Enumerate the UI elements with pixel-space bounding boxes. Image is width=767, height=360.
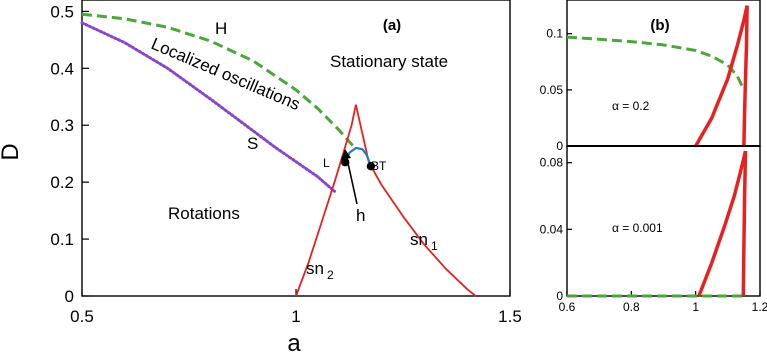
arrow-to-h — [345, 153, 358, 205]
panel-a-frame — [81, 0, 511, 297]
point-BT-label: BT — [371, 159, 387, 173]
x-tick-label: 1 — [692, 300, 699, 314]
panel-a-points — [341, 158, 376, 171]
point-bt — [366, 162, 376, 171]
annotation-rotations: Rotations — [168, 204, 240, 223]
x-tick-label: 0.6 — [559, 300, 576, 314]
sn1-text: sn — [410, 230, 428, 249]
y-tick-label: 0 — [556, 289, 563, 303]
x-tick-label: 0.5 — [70, 307, 94, 326]
x-tick-label: 1.5 — [498, 307, 522, 326]
annotation-sn2: sn 2 — [306, 259, 334, 282]
series-line-s — [80, 21, 336, 193]
alpha-annotation-top: α = 0.2 — [612, 99, 650, 113]
sn2-subscript: 2 — [327, 268, 334, 282]
y-tick-label: 0.08 — [540, 156, 564, 170]
annotation-stationary-state: Stationary state — [330, 52, 448, 71]
x-tick-label: 1.2 — [752, 300, 767, 314]
y-tick-label: 0.04 — [540, 222, 564, 236]
series-line-h — [344, 146, 372, 167]
panel-b-top: 0 0.05 0.1 (b) α = 0.2 — [540, 0, 761, 153]
x-tick-label: 1 — [291, 307, 300, 326]
y-tick-label: 0 — [65, 287, 74, 306]
series-line-h — [81, 12, 358, 151]
panel-b-bottom-frame — [566, 145, 761, 297]
y-tick-label: 0.5 — [50, 2, 74, 21]
y-tick-label: 0.1 — [546, 27, 563, 41]
panel-a: 0 0.1 0.2 0.3 0.4 0.5 0.5 1 1.5 a D (a) H S Loca… — [0, 0, 522, 357]
y-axis-label: D — [0, 143, 24, 160]
annotation-h: h — [356, 206, 365, 225]
point-L-label: L — [323, 156, 330, 170]
sn1-subscript: 1 — [431, 239, 438, 253]
alpha-annotation-bottom: α = 0.001 — [612, 221, 663, 235]
annotation-H: H — [215, 19, 227, 38]
panel-b-top-series — [566, 5, 749, 147]
y-tick-label: 0.3 — [50, 116, 74, 135]
panel-b-label: (b) — [650, 17, 669, 34]
series-line-sn2 — [295, 104, 357, 297]
arrowhead — [341, 149, 351, 160]
panel-b-bottom-ticks: 0 0.04 0.08 0.6 0.8 1 1.2 — [540, 156, 767, 314]
x-axis-label: a — [287, 330, 301, 357]
y-tick-label: 0.2 — [50, 173, 74, 192]
panel-b-top-ticks: 0 0.05 0.1 — [540, 27, 572, 153]
series-line-2-1 — [697, 150, 748, 297]
series-line-1-2 — [742, 5, 749, 147]
panel-b-bottom: 0 0.04 0.08 0.6 0.8 1 1.2 α = 0.001 — [540, 145, 767, 314]
y-tick-label: 0 — [556, 139, 563, 153]
annotation-S: S — [247, 134, 258, 153]
series-line-1-1 — [694, 5, 749, 147]
series-line-1-0 — [566, 35, 746, 91]
y-tick-label: 0.05 — [540, 83, 564, 97]
panel-a-ticks: 0 0.1 0.2 0.3 0.4 0.5 0.5 1 1.5 — [50, 2, 521, 326]
y-tick-label: 0.1 — [50, 230, 74, 249]
annotation-localized-oscillations: Localized oscillations — [148, 34, 302, 114]
y-tick-label: 0.4 — [50, 59, 74, 78]
series-line-sn1 — [355, 104, 477, 297]
x-tick-label: 0.8 — [623, 300, 640, 314]
sn2-text: sn — [306, 259, 324, 278]
panel-a-series — [80, 12, 477, 297]
annotation-sn1: sn 1 — [410, 230, 438, 253]
panel-b-bottom-series — [567, 150, 748, 298]
series-line-2-2 — [741, 150, 748, 297]
panel-a-label: (a) — [383, 17, 401, 34]
